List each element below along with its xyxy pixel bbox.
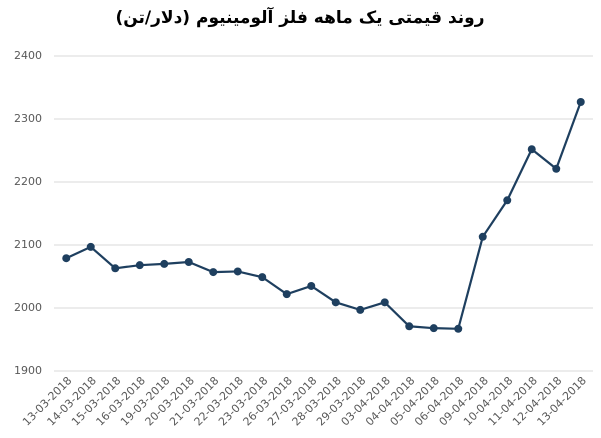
point — [258, 273, 267, 282]
point — [478, 232, 487, 241]
point — [527, 145, 536, 154]
line — [65, 101, 582, 330]
point — [405, 322, 414, 331]
point — [356, 305, 365, 314]
point — [429, 324, 438, 333]
chart-title: روند قیمتی یک ماهه فلز آلومینیوم (دلار/ت… — [115, 6, 484, 28]
point — [233, 267, 242, 276]
point — [552, 164, 561, 173]
y-tick-label: 2300 — [14, 112, 42, 125]
point — [576, 97, 585, 106]
point — [160, 259, 169, 268]
point — [135, 261, 144, 270]
y-tick-label: 2100 — [14, 238, 42, 251]
point — [62, 254, 71, 263]
point — [86, 242, 95, 251]
y-tick-label: 2400 — [14, 49, 42, 62]
point — [331, 298, 340, 307]
point — [503, 196, 512, 205]
point — [184, 258, 193, 267]
point — [282, 290, 291, 299]
point — [380, 298, 389, 307]
point — [111, 264, 120, 273]
point — [307, 281, 316, 290]
point — [454, 324, 463, 333]
y-tick-label: 1900 — [14, 364, 42, 377]
y-tick-label: 2000 — [14, 301, 42, 314]
y-tick-label: 2200 — [14, 175, 42, 188]
point — [209, 268, 218, 277]
